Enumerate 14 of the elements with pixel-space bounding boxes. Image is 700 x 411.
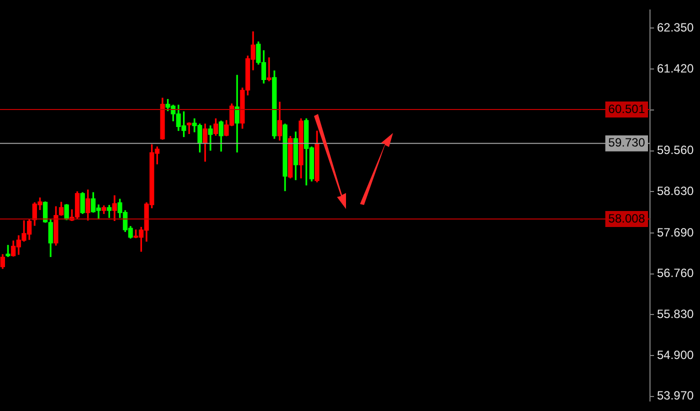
candlestick <box>6 244 10 258</box>
y-tick-label: 55.830 <box>657 306 694 321</box>
y-tick-label: 58.630 <box>657 184 694 198</box>
y-tick-label: 54.900 <box>657 348 694 362</box>
y-tick-label: 59.560 <box>657 143 694 158</box>
y-tick-label: 57.690 <box>657 225 694 240</box>
ref-line-label: 58.008 <box>608 211 646 226</box>
y-tick-label: 53.970 <box>657 388 694 403</box>
candlestick <box>266 57 272 82</box>
y-tick-label: 62.350 <box>657 20 694 35</box>
y-tick-label: 56.760 <box>657 266 694 280</box>
ref-line-label: 59.730 <box>608 136 646 150</box>
ref-line-label: 60.501 <box>608 102 646 116</box>
y-tick-label: 61.420 <box>657 61 694 76</box>
